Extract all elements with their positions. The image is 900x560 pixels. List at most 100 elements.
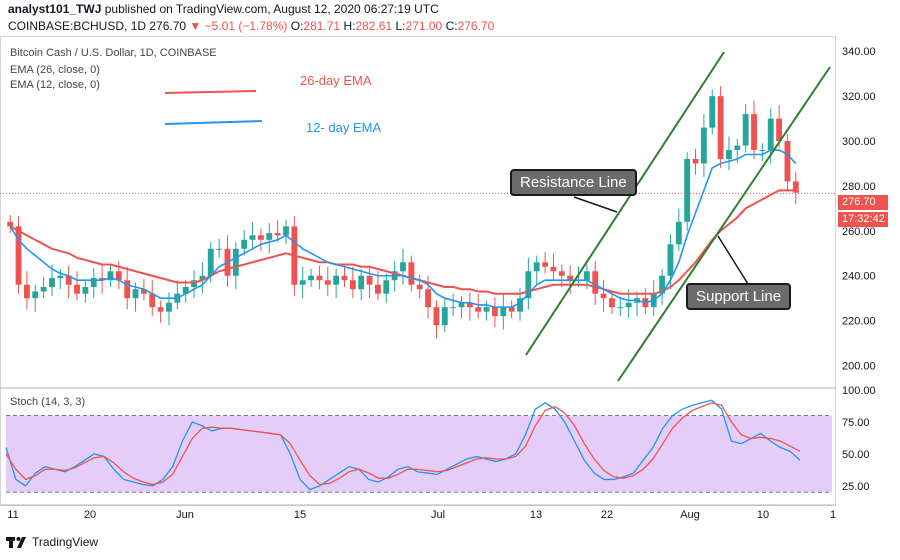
time-tick-label: 10 (757, 509, 769, 521)
candle-body (49, 277, 55, 287)
time-tick-label: 13 (530, 509, 542, 521)
candle-body (257, 235, 264, 240)
published-text: published on TradingView.com, August 12,… (104, 2, 439, 16)
candle-body (333, 275, 340, 285)
symbol: COINBASE:BCHUSD, 1D (8, 19, 147, 33)
candle-body (216, 248, 223, 250)
candle-body (742, 114, 749, 146)
stoch-band (6, 415, 832, 493)
candle-body (349, 280, 356, 290)
candle-body (375, 284, 381, 294)
candle-body (767, 118, 774, 151)
candle-body (425, 289, 431, 308)
candle-body (299, 280, 306, 285)
candle-body (115, 271, 122, 281)
candle-body (383, 280, 390, 294)
candle-body (15, 226, 22, 285)
candle-body (316, 275, 323, 281)
time-tick-label: 15 (294, 509, 306, 521)
candle-body (558, 271, 565, 276)
candle-body (517, 298, 523, 312)
low-value: 271.00 (405, 19, 443, 33)
time-tick-label: Jul (431, 509, 445, 521)
candle-body (483, 307, 490, 312)
candle-body (149, 293, 156, 308)
candle-body (358, 275, 365, 290)
candle-body (23, 284, 30, 299)
candle-body (249, 235, 256, 240)
candle-body (709, 96, 716, 128)
last-price: 276.70 (149, 19, 187, 33)
candle-body (74, 284, 80, 294)
candle-body (792, 181, 799, 193)
stoch-d-line (5, 402, 801, 486)
candle-body (441, 307, 448, 326)
legend-ema12: EMA (12, close, 0) (10, 79, 100, 91)
candle-body (776, 118, 783, 142)
legend-stoch: Stoch (14, 3, 3) (10, 396, 86, 408)
price-tick-label: 220.00 (842, 316, 876, 328)
time-tick-label: Aug (680, 509, 700, 521)
candle-body (241, 239, 248, 249)
stoch-k-line (5, 399, 801, 491)
high-value: 282.61 (355, 19, 393, 33)
publish-info: analyst101_TWJ published on TradingView.… (8, 2, 439, 16)
stoch-tick-label: 100.00 (842, 385, 876, 397)
candle-body (475, 307, 482, 312)
stoch-tick-label: 50.00 (842, 449, 870, 461)
candle-body (492, 307, 498, 317)
ema26-legend-stroke (164, 90, 257, 94)
price-tick-label: 300.00 (842, 136, 876, 148)
candle-body (232, 248, 239, 276)
legend-title: Bitcoin Cash / U.S. Dollar, 1D, COINBASE (10, 47, 217, 59)
candle-body (308, 275, 314, 281)
price-tick-label: 200.00 (842, 361, 876, 373)
candle-body (759, 150, 766, 152)
time-tick-label: Jun (176, 509, 194, 521)
price-tick-label: 240.00 (842, 271, 876, 283)
price-tick-label: 280.00 (842, 181, 876, 193)
candle-body (592, 271, 599, 294)
candle-body (784, 141, 791, 182)
resistance-line-label: Resistance Line (510, 169, 637, 196)
candle-body (609, 298, 615, 308)
resistance-trendline (525, 51, 725, 356)
candle-body (667, 244, 674, 276)
open-label: O: (290, 19, 304, 33)
price-tick-label: 320.00 (842, 91, 876, 103)
price-tick-label: 260.00 (842, 226, 876, 238)
candle-body (533, 262, 540, 272)
candle-body (416, 284, 423, 290)
price-change: −5.01 (−1.78%) (204, 19, 288, 33)
stoch-tick-label: 25.00 (842, 481, 870, 493)
time-tick-label: 11 (7, 509, 18, 521)
candle-body (182, 286, 189, 294)
ema26-annotation: 26-day EMA (300, 73, 372, 88)
candle-body (65, 275, 72, 285)
legend-ema26: EMA (26, close, 0) (10, 64, 100, 76)
candle-body (207, 248, 214, 276)
publisher-name: analyst101_TWJ (8, 2, 102, 16)
candle-body (542, 262, 549, 267)
candle-body (266, 233, 273, 240)
candle-body (751, 114, 757, 151)
candle-body (82, 286, 89, 294)
ema12-annotation: 12- day EMA (306, 120, 382, 135)
last-price-tag: 276.70 (838, 195, 888, 210)
candle-body (90, 277, 97, 287)
support-line-label: Support Line (686, 283, 792, 310)
candle-body (508, 307, 515, 312)
candle-body (366, 275, 373, 285)
candle-body (199, 275, 206, 281)
candle-body (107, 271, 114, 281)
candle-body (433, 307, 440, 326)
candle-body (458, 302, 465, 308)
footer-brand[interactable]: TradingView (6, 535, 98, 549)
ema12-legend-stroke (164, 120, 263, 125)
low-label: L: (395, 19, 406, 33)
footer-brand-text: TradingView (32, 535, 99, 549)
candle-body (717, 96, 724, 159)
candle-body (625, 302, 632, 308)
candle-body (57, 275, 64, 278)
